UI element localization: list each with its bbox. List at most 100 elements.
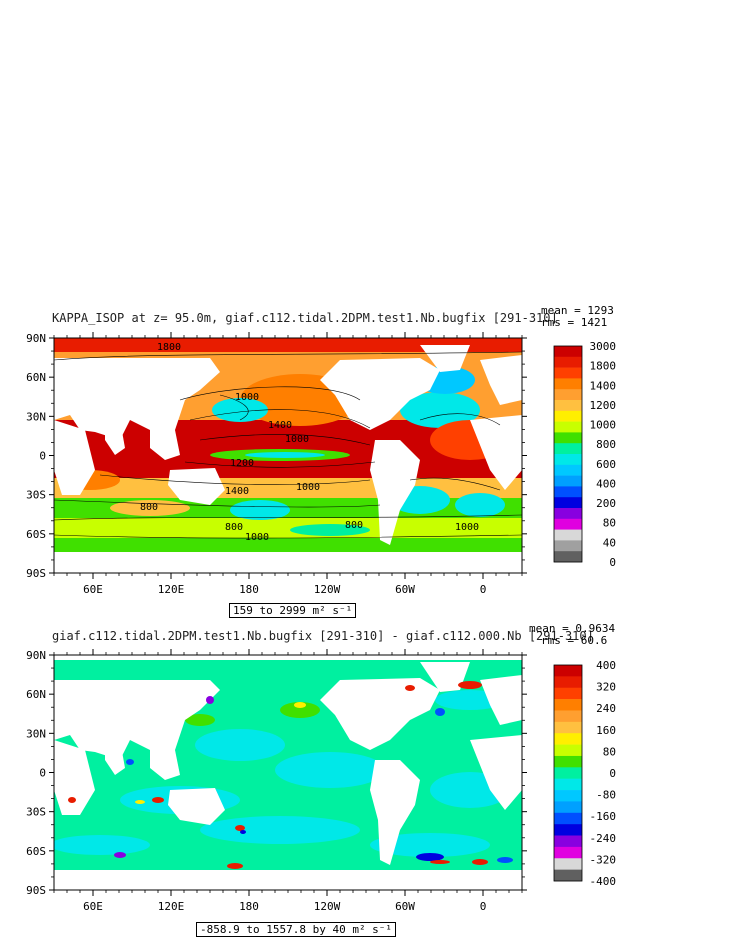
lat-tick-label: 30S bbox=[26, 806, 46, 819]
contour-label: 1800 bbox=[157, 342, 181, 353]
colorbar-swatch bbox=[554, 744, 582, 757]
contour-label: 1000 bbox=[296, 482, 320, 493]
lat-tick-label: 30S bbox=[26, 489, 46, 502]
map-1-contours bbox=[54, 351, 522, 539]
colorbar-swatch bbox=[554, 687, 582, 700]
lat-tick-label: 60S bbox=[26, 528, 46, 541]
colorbar-swatch bbox=[554, 389, 582, 401]
colorbar-swatch bbox=[554, 475, 582, 487]
mean-2: mean = 0.9634 bbox=[529, 622, 616, 635]
colorbar-swatch bbox=[554, 755, 582, 768]
colorbar-label: 3000 bbox=[590, 340, 617, 353]
lon-tick-label: 120W bbox=[314, 583, 341, 596]
colorbar-swatch bbox=[554, 869, 582, 882]
colorbar-frame bbox=[553, 345, 583, 563]
mean-1: mean = 1293 bbox=[541, 304, 614, 317]
colorbar-label: 240 bbox=[596, 702, 616, 715]
lon-tick-label: 60W bbox=[395, 583, 415, 596]
contour-label: 1000 bbox=[235, 392, 259, 403]
contour-label: 1400 bbox=[268, 420, 292, 431]
lat-tick-label: 60S bbox=[26, 845, 46, 858]
colorbar-label: 320 bbox=[596, 681, 616, 694]
lon-tick-label: 120E bbox=[158, 900, 185, 913]
contour-label: 1400 bbox=[225, 486, 249, 497]
colorbar-label: -80 bbox=[596, 789, 616, 802]
map-2-title: giaf.c112.tidal.2DPM.test1.Nb.bugfix [29… bbox=[52, 629, 594, 643]
colorbar-swatch bbox=[554, 824, 582, 836]
colorbar-swatch bbox=[554, 540, 582, 552]
colorbar-swatch bbox=[554, 497, 582, 509]
lat-tick-label: 90N bbox=[26, 649, 46, 662]
map-2-field bbox=[54, 655, 522, 890]
panel-kappa-isop: KAPPA_ISOP at z= 95.0m, giaf.c112.tidal.… bbox=[26, 304, 617, 618]
colorbar-swatch bbox=[554, 710, 582, 723]
colorbar-swatch bbox=[554, 665, 582, 677]
colorbar-swatch bbox=[554, 346, 582, 358]
lon-tick-label: 0 bbox=[480, 900, 487, 913]
lat-tick-label: 90S bbox=[26, 884, 46, 897]
colorbar-label: 0 bbox=[609, 767, 616, 780]
colorbar-swatch bbox=[554, 767, 582, 779]
colorbar-swatch bbox=[554, 518, 582, 530]
colorbar-swatch bbox=[554, 356, 582, 368]
contour-label: 800 bbox=[345, 520, 363, 531]
colorbar-swatch bbox=[554, 778, 582, 791]
colorbar-label: 0 bbox=[609, 556, 616, 569]
colorbar-label: 80 bbox=[603, 517, 616, 530]
lat-tick-label: 90N bbox=[26, 332, 46, 345]
colorbar-label: -320 bbox=[590, 853, 617, 866]
colorbar-swatch bbox=[554, 790, 582, 802]
colorbar-label: 160 bbox=[596, 724, 616, 737]
colorbar-swatch bbox=[554, 486, 582, 498]
lat-tick-label: 0 bbox=[39, 767, 46, 780]
colorbar-swatch bbox=[554, 410, 582, 422]
colorbar-label: 1800 bbox=[590, 360, 617, 373]
contour-label: 1000 bbox=[245, 532, 269, 543]
lon-tick-label: 180 bbox=[239, 900, 259, 913]
map-2-frame bbox=[53, 654, 523, 891]
rms-1: rms = 1421 bbox=[541, 316, 608, 329]
rms-2: rms = 60.6 bbox=[541, 634, 608, 647]
map-1-svg: KAPPA_ISOP at z= 95.0m, giaf.c112.tidal.… bbox=[26, 311, 617, 596]
lat-tick-label: 30N bbox=[26, 410, 46, 423]
contour-label: 800 bbox=[225, 522, 243, 533]
colorbar-swatch bbox=[554, 551, 582, 563]
colorbar-swatch bbox=[554, 421, 582, 433]
range-box-2: -858.9 to 1557.8 by 40 m² s⁻¹ bbox=[196, 922, 397, 937]
colorbar-swatch bbox=[554, 801, 582, 814]
colorbar-swatch bbox=[554, 699, 582, 711]
colorbar-label: 400 bbox=[596, 477, 616, 490]
colorbar-swatch bbox=[554, 858, 582, 870]
colorbar-swatch bbox=[554, 846, 582, 859]
colorbar-label: 600 bbox=[596, 458, 616, 471]
map-1-title: KAPPA_ISOP at z= 95.0m, giaf.c112.tidal.… bbox=[52, 311, 558, 325]
map-1-field: 1800 1000 1400 1200 1400 1000 800 800 10… bbox=[54, 338, 522, 573]
colorbar-label: 800 bbox=[596, 438, 616, 451]
colorbar-label: 80 bbox=[603, 745, 616, 758]
map-1-contour-labels: 1800 1000 1400 1200 1400 1000 800 800 10… bbox=[140, 342, 479, 543]
lon-tick-label: 120E bbox=[158, 583, 185, 596]
colorbar-swatch bbox=[554, 464, 582, 476]
colorbar-label: -240 bbox=[590, 832, 617, 845]
contour-label: 1000 bbox=[455, 522, 479, 533]
lon-tick-label: 180 bbox=[239, 583, 259, 596]
colorbar-label: 400 bbox=[596, 659, 616, 672]
colorbar-frame bbox=[553, 664, 583, 882]
colorbar-swatch bbox=[554, 508, 582, 520]
lon-tick-label: 60E bbox=[83, 900, 103, 913]
lon-tick-label: 60W bbox=[395, 900, 415, 913]
colorbar-label: 200 bbox=[596, 497, 616, 510]
lat-tick-label: 60N bbox=[26, 688, 46, 701]
colorbar-swatch bbox=[554, 454, 582, 466]
map-1-axes: 90N 60N 30N 0 30S 60S 90S 60E 120E 180 120W 60W 0 bbox=[26, 332, 527, 596]
colorbar-swatch bbox=[554, 812, 582, 825]
lat-tick-label: 30N bbox=[26, 727, 46, 740]
colorbar-swatch bbox=[554, 367, 582, 379]
contour-label: 800 bbox=[140, 502, 158, 513]
lat-tick-label: 60N bbox=[26, 371, 46, 384]
colorbar-swatch bbox=[554, 400, 582, 412]
colorbar-swatch bbox=[554, 676, 582, 689]
map-2-axes: 90N 60N 30N 0 30S 60S 90S 60E 120E 180 120W 60W 0 bbox=[26, 649, 527, 913]
colorbar-2: 400 320 240 160 80 0 -80 -160 -240 -320 -400 bbox=[553, 659, 617, 888]
